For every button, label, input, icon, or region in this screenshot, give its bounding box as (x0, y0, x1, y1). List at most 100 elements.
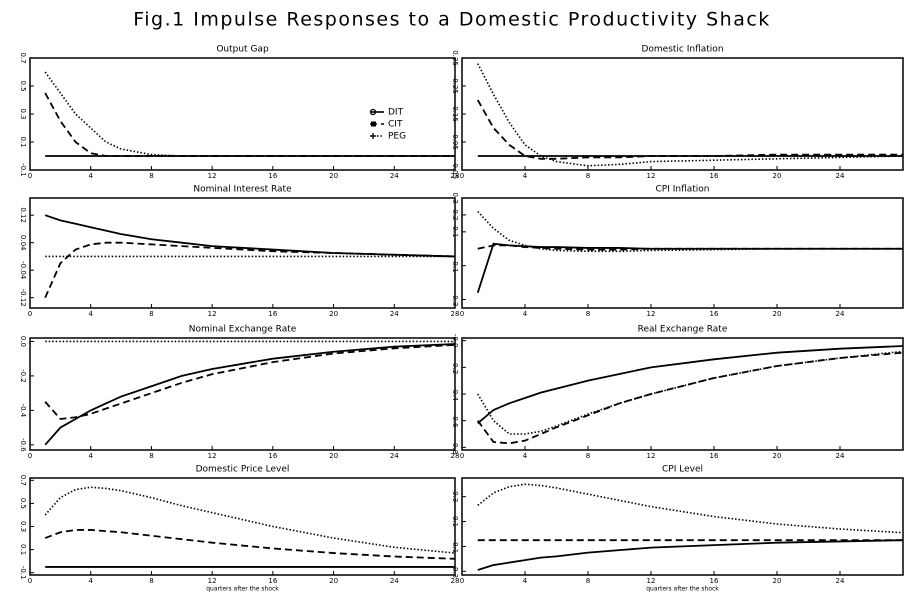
series-line (477, 483, 904, 534)
plot-frame (29, 337, 456, 451)
y-tick-label: 0.5 (19, 498, 27, 509)
y-tick-label: -0.0 (451, 334, 459, 348)
x-tick-label: 8 (149, 172, 153, 180)
x-tick-label: 16 (710, 172, 719, 180)
legend-marker (371, 121, 376, 127)
y-tick-label: -0.2 (19, 369, 27, 383)
x-tick-label: 8 (149, 452, 153, 460)
y-tick-label: 0.3 (451, 491, 459, 502)
x-tick-label: 28 (451, 452, 460, 460)
y-tick-label: -0.2 (451, 360, 459, 374)
x-tick-label: 0 (28, 172, 32, 180)
x-tick-label: 8 (586, 452, 590, 460)
legend-label: CIT (388, 120, 403, 130)
y-tick-label: 0.7 (19, 52, 27, 63)
x-axis-label: quarters after the shock (646, 586, 719, 593)
panel-title: CPI Level (662, 465, 703, 475)
x-tick-label: 16 (268, 310, 277, 318)
series-line (44, 241, 456, 299)
series-line (477, 351, 904, 445)
panel-title: Real Exchange Rate (638, 325, 728, 335)
y-tick-label: 0.3 (19, 521, 27, 532)
y-tick-label: 0.7 (19, 475, 27, 486)
x-tick-label: 20 (773, 310, 782, 318)
y-tick-label: 0.25 (451, 78, 459, 94)
x-tick-label: 16 (710, 452, 719, 460)
x-tick-label: 12 (208, 577, 217, 585)
x-tick-label: 24 (836, 577, 845, 585)
x-tick-label: 16 (268, 577, 277, 585)
series-line (44, 214, 456, 258)
x-tick-label: 4 (523, 577, 528, 585)
x-tick-label: 4 (88, 577, 93, 585)
legend-marker (370, 133, 376, 139)
y-tick-label: 0.15 (451, 106, 459, 122)
plot-frame (461, 477, 904, 576)
x-tick-label: 16 (268, 452, 277, 460)
legend-label: DIT (388, 108, 404, 118)
x-tick-label: 20 (329, 172, 338, 180)
y-tick-label: 0.3 (451, 192, 459, 203)
x-tick-label: 0 (28, 577, 32, 585)
series-line (477, 63, 904, 167)
y-tick-label: 0.0 (19, 336, 27, 347)
y-tick-label: 0.05 (451, 134, 459, 150)
series-line (44, 343, 456, 446)
x-tick-label: 12 (208, 172, 217, 180)
x-tick-label: 28 (451, 577, 460, 585)
plot-frame (29, 197, 456, 309)
x-tick-label: 20 (329, 452, 338, 460)
panel-title: Nominal Interest Rate (193, 185, 292, 195)
y-tick-label: -0.6 (451, 414, 459, 428)
y-tick-label: -0.04 (19, 261, 27, 280)
x-tick-label: 8 (586, 172, 590, 180)
series-line (477, 350, 904, 435)
y-tick-label: 0.12 (19, 207, 27, 223)
panel-title: Output Gap (216, 45, 269, 55)
x-tick-label: 4 (523, 452, 528, 460)
y-tick-label: -0.1 (451, 540, 459, 554)
y-tick-label: -0.1 (451, 259, 459, 273)
x-tick-label: 20 (773, 172, 782, 180)
x-tick-label: 16 (710, 577, 719, 585)
x-tick-label: 24 (390, 310, 399, 318)
y-tick-label: -0.8 (451, 440, 459, 454)
y-tick-label: 0.1 (451, 516, 459, 527)
y-tick-label: -0.4 (451, 387, 459, 401)
y-tick-label: -0.1 (19, 163, 27, 177)
y-tick-label: -0.4 (19, 404, 27, 418)
series-line (44, 343, 456, 420)
y-tick-label: 0.3 (19, 108, 27, 119)
y-tick-label: -0.1 (19, 566, 27, 580)
plot-frame (29, 477, 456, 576)
series-line (44, 71, 455, 157)
x-tick-label: 20 (773, 452, 782, 460)
x-tick-label: 4 (523, 310, 528, 318)
x-tick-label: 12 (647, 172, 656, 180)
x-tick-label: 12 (647, 310, 656, 318)
y-tick-label: 0.1 (451, 226, 459, 237)
x-tick-label: 24 (836, 172, 845, 180)
x-tick-label: 0 (460, 452, 464, 460)
x-tick-label: 4 (88, 452, 93, 460)
series-line (476, 242, 903, 294)
plot-frame (461, 57, 904, 171)
series-line (44, 486, 456, 554)
panel-title: Nominal Exchange Rate (189, 325, 297, 335)
x-tick-label: 0 (28, 310, 32, 318)
x-tick-label: 12 (647, 452, 656, 460)
series-line (477, 210, 903, 253)
y-tick-label: -0.05 (451, 161, 459, 179)
x-tick-label: 0 (460, 310, 464, 318)
x-tick-label: 28 (451, 172, 460, 180)
x-tick-label: 24 (836, 310, 845, 318)
x-tick-label: 20 (773, 577, 782, 585)
y-tick-label: 0.04 (19, 235, 27, 251)
series-line (477, 345, 904, 425)
x-tick-label: 24 (836, 452, 845, 460)
y-tick-label: 0.1 (19, 136, 27, 147)
y-tick-label: -0.3 (451, 293, 459, 307)
legend-marker (369, 108, 377, 116)
